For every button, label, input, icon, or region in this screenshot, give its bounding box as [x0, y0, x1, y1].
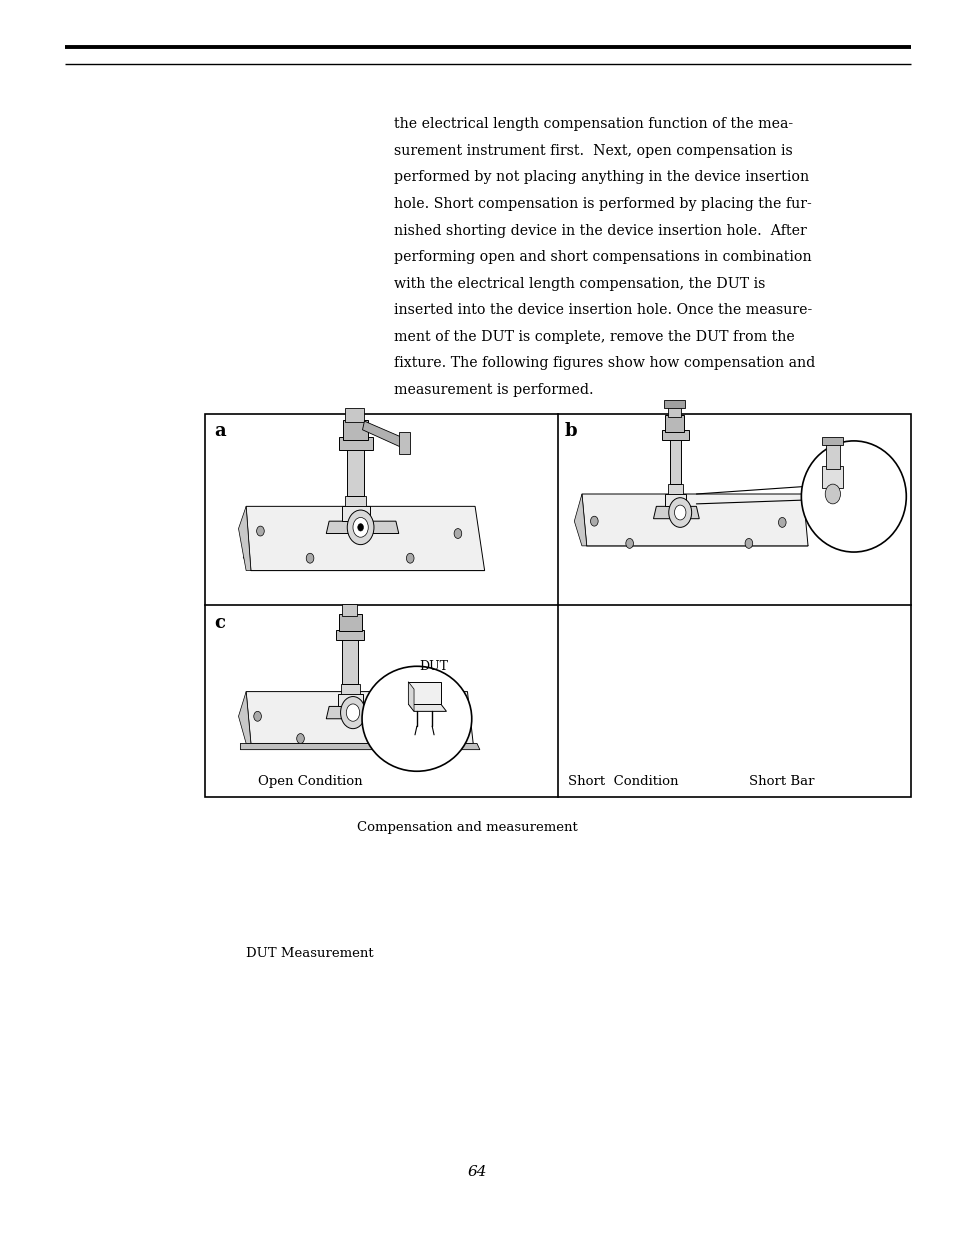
Polygon shape [244, 731, 473, 743]
Text: surement instrument first.  Next, open compensation is: surement instrument first. Next, open co… [394, 143, 792, 158]
Text: hole. Short compensation is performed by placing the fur-: hole. Short compensation is performed by… [394, 198, 811, 211]
Polygon shape [362, 421, 404, 447]
Bar [664, 415, 683, 432]
Polygon shape [581, 494, 807, 546]
Circle shape [824, 484, 840, 504]
Text: with the electrical length compensation, the DUT is: with the electrical length compensation,… [394, 277, 764, 290]
Circle shape [744, 538, 752, 548]
Bar [398, 432, 410, 454]
Polygon shape [326, 706, 379, 719]
Polygon shape [408, 682, 414, 711]
Text: Compensation and measurement: Compensation and measurement [356, 821, 578, 834]
Circle shape [347, 510, 374, 545]
Circle shape [625, 538, 633, 548]
Bar [342, 637, 357, 684]
Text: Short Bar: Short Bar [748, 776, 814, 788]
Polygon shape [408, 682, 440, 704]
Polygon shape [243, 557, 484, 571]
Bar [663, 400, 684, 408]
Bar [821, 466, 842, 488]
Bar [340, 684, 359, 694]
Circle shape [353, 517, 368, 537]
Circle shape [454, 529, 461, 538]
Circle shape [256, 526, 264, 536]
Text: 64: 64 [467, 1165, 486, 1179]
Circle shape [668, 498, 691, 527]
Circle shape [778, 517, 785, 527]
Bar [667, 484, 682, 494]
Polygon shape [579, 534, 807, 546]
Polygon shape [653, 506, 699, 519]
Circle shape [442, 711, 450, 721]
Bar [667, 405, 680, 417]
Polygon shape [246, 692, 473, 743]
Text: the electrical length compensation function of the mea-: the electrical length compensation funct… [394, 117, 792, 131]
Bar [335, 630, 364, 640]
Bar [669, 437, 680, 484]
Polygon shape [574, 494, 586, 546]
Circle shape [296, 734, 304, 743]
Polygon shape [238, 506, 251, 571]
Bar [341, 604, 356, 616]
Circle shape [357, 524, 363, 531]
Bar [347, 447, 364, 496]
Circle shape [253, 711, 261, 721]
Text: performed by not placing anything in the device insertion: performed by not placing anything in the… [394, 170, 808, 184]
Text: DUT Measurement: DUT Measurement [246, 947, 374, 960]
Text: performing open and short compensations in combination: performing open and short compensations … [394, 249, 811, 264]
Circle shape [406, 553, 414, 563]
Text: Open Condition: Open Condition [257, 776, 362, 788]
Circle shape [346, 704, 359, 721]
Text: inserted into the device insertion hole. Once the measure-: inserted into the device insertion hole.… [394, 303, 811, 317]
Circle shape [674, 505, 685, 520]
Bar [825, 442, 839, 469]
Bar [338, 437, 373, 450]
Bar [661, 430, 688, 440]
Bar [821, 437, 842, 445]
Text: Short  Condition: Short Condition [567, 776, 678, 788]
Bar [664, 494, 685, 506]
Polygon shape [408, 704, 446, 711]
Bar [345, 408, 364, 422]
Text: DUT: DUT [419, 661, 448, 673]
Bar [338, 614, 361, 631]
Bar [205, 414, 910, 797]
Circle shape [340, 697, 365, 729]
Polygon shape [326, 521, 398, 534]
Text: b: b [564, 422, 577, 441]
Text: ment of the DUT is complete, remove the DUT from the: ment of the DUT is complete, remove the … [394, 330, 794, 343]
Bar [341, 506, 370, 521]
Polygon shape [246, 506, 484, 571]
Text: c: c [214, 614, 226, 632]
Polygon shape [240, 743, 479, 750]
Ellipse shape [801, 441, 905, 552]
Text: nished shorting device in the device insertion hole.  After: nished shorting device in the device ins… [394, 224, 806, 237]
Bar [345, 496, 366, 506]
Text: measurement is performed.: measurement is performed. [394, 383, 593, 396]
Bar [337, 694, 362, 706]
Text: fixture. The following figures show how compensation and: fixture. The following figures show how … [394, 357, 815, 370]
Bar [343, 420, 368, 440]
Ellipse shape [361, 667, 471, 771]
Circle shape [590, 516, 598, 526]
Polygon shape [238, 692, 251, 743]
Circle shape [406, 734, 414, 743]
Text: a: a [214, 422, 226, 441]
Circle shape [306, 553, 314, 563]
